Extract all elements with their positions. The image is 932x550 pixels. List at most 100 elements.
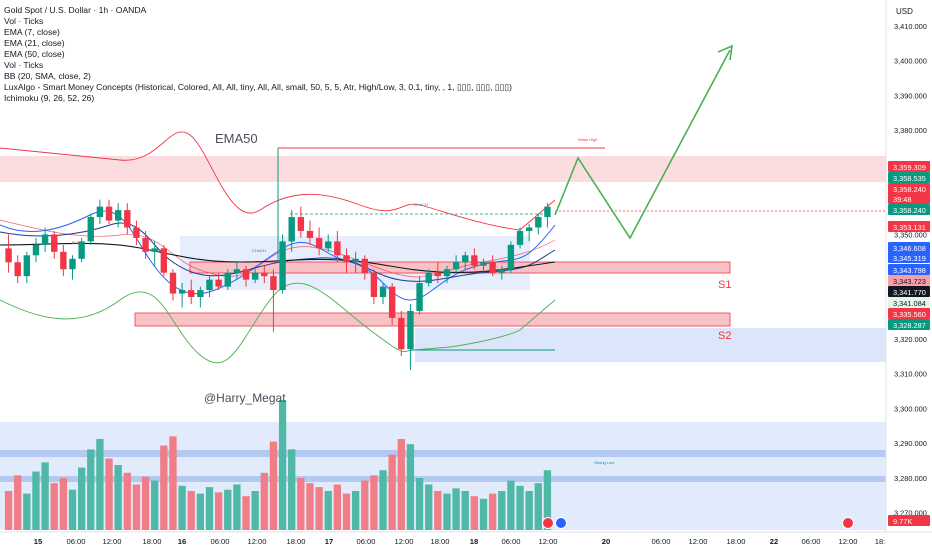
indicator-ema21[interactable]: EMA (21, close) (4, 38, 65, 48)
candle-body (297, 217, 305, 231)
volume-bar (488, 493, 497, 530)
volume-bar (379, 470, 387, 530)
indicator-bb[interactable]: BB (20, SMA, close, 2) (4, 71, 91, 81)
candle-body (315, 237, 323, 249)
time-label: 12:00 (838, 537, 857, 546)
price-badge-label: 3,341.084 (893, 299, 926, 308)
price-badge-label: 39:48 (893, 195, 912, 204)
indicator-luxalgo-smc[interactable]: LuxAlgo - Smart Money Concepts (Historic… (4, 82, 512, 92)
price-tick-label: 3,320.000 (894, 335, 927, 344)
us-flag-icon-3[interactable] (842, 517, 854, 529)
price-badge-label: 3,359.309 (893, 163, 926, 172)
time-label: 18:00 (430, 537, 449, 546)
volume-bar (251, 491, 259, 530)
price-badge-label: 3,353.131 (893, 223, 926, 232)
price-badge-label: 3,345.319 (893, 254, 926, 263)
volume-bar (68, 489, 77, 530)
price-badge-label: 3,358.240 (893, 185, 926, 194)
price-tick-label: 3,350.000 (894, 230, 927, 239)
candle-body (452, 262, 460, 270)
price-badge (888, 297, 930, 308)
chart-title[interactable]: Gold Spot / U.S. Dollar · 1h · OANDA (4, 5, 147, 15)
price-tick-label: 3,410.000 (894, 22, 927, 31)
time-label: 12:00 (394, 537, 413, 546)
volume-bar (306, 483, 314, 530)
price-tick-label: 3,270.000 (894, 509, 927, 518)
volume-bar (169, 436, 177, 530)
volume-bar (4, 491, 13, 530)
volume-bar (123, 472, 131, 530)
candle-body (206, 279, 213, 291)
projection-path (554, 49, 731, 240)
price-badge-label: 9.77K (893, 517, 912, 526)
price-tick-label: 3,380.000 (894, 126, 927, 135)
volume-bar (333, 484, 342, 530)
indicator-ema7[interactable]: EMA (7, close) (4, 27, 60, 37)
choch-label-1: CHoCH (414, 202, 428, 207)
volume-bar (498, 491, 506, 530)
volume-bar (434, 491, 442, 530)
price-tick-label: 3,310.000 (894, 370, 927, 379)
candle-body (407, 310, 414, 350)
candle-body (69, 258, 76, 270)
volume-bar (288, 449, 296, 530)
time-labels-group: 15 06:00 12:00 18:00 16 06:00 12:00 18:00 17 06:0… (34, 537, 886, 546)
candle-body (23, 255, 31, 277)
time-label: 12:00 (688, 537, 707, 546)
choch-label-2: CHoCH (252, 248, 266, 253)
price-tick-label: 3,400.000 (894, 57, 927, 66)
time-label: 20 (602, 537, 610, 546)
candle-body (325, 241, 332, 249)
price-tick-label: 3,290.000 (894, 439, 927, 448)
candle-body (352, 258, 359, 263)
volume-bar (479, 498, 488, 530)
bos-label: BOS (72, 240, 81, 245)
candle-body (416, 283, 423, 311)
price-badge (888, 515, 930, 526)
price-badge (888, 193, 930, 204)
volume-bar (370, 475, 378, 530)
time-label: 12:00 (102, 537, 121, 546)
currency-label: USD (896, 7, 913, 16)
indicator-ichimoku[interactable]: Ichimoku (9, 26, 52, 26) (4, 93, 95, 103)
candle-body (379, 286, 387, 298)
candle-body (151, 248, 158, 252)
volume-bar (452, 488, 460, 530)
premium-zone (0, 156, 886, 182)
volume-bar (23, 493, 31, 530)
us-flag-icon-2[interactable] (555, 517, 567, 529)
price-badge (888, 183, 930, 194)
strong-low-label: Strong Low (594, 460, 614, 465)
volume-bar (516, 485, 524, 530)
candle-body (251, 272, 259, 280)
s2-zone (134, 312, 731, 327)
time-label: 18:00 (286, 537, 305, 546)
candle-body (516, 230, 524, 245)
volume-bar (187, 491, 195, 530)
candle-body (87, 217, 94, 242)
candle-body (32, 244, 40, 256)
indicator-vol-ticks[interactable]: Vol · Ticks (4, 16, 44, 26)
candle-body (480, 262, 487, 266)
us-flag-icon[interactable] (542, 517, 554, 529)
candle-body (361, 258, 368, 273)
volume-bar (269, 441, 278, 530)
time-label: 17 (325, 537, 333, 546)
volume-bar (324, 491, 332, 530)
time-label: 18:00 (142, 537, 161, 546)
candle-body (525, 227, 533, 231)
price-badge-label: 3,335.560 (893, 310, 926, 319)
time-label: 06:00 (210, 537, 229, 546)
volume-bar (77, 467, 86, 530)
time-label: 16 (178, 537, 186, 546)
volume-bar (461, 491, 469, 530)
volume-band-2 (0, 476, 886, 482)
indicator-ema50[interactable]: EMA (50, close) (4, 49, 65, 59)
volume-bar (178, 485, 186, 530)
indicator-vol-ticks-2[interactable]: Vol · Ticks (4, 60, 44, 70)
candle-body (279, 241, 286, 291)
time-label: 15 (34, 537, 43, 546)
volume-bar (425, 484, 433, 530)
candle-body (535, 217, 542, 228)
